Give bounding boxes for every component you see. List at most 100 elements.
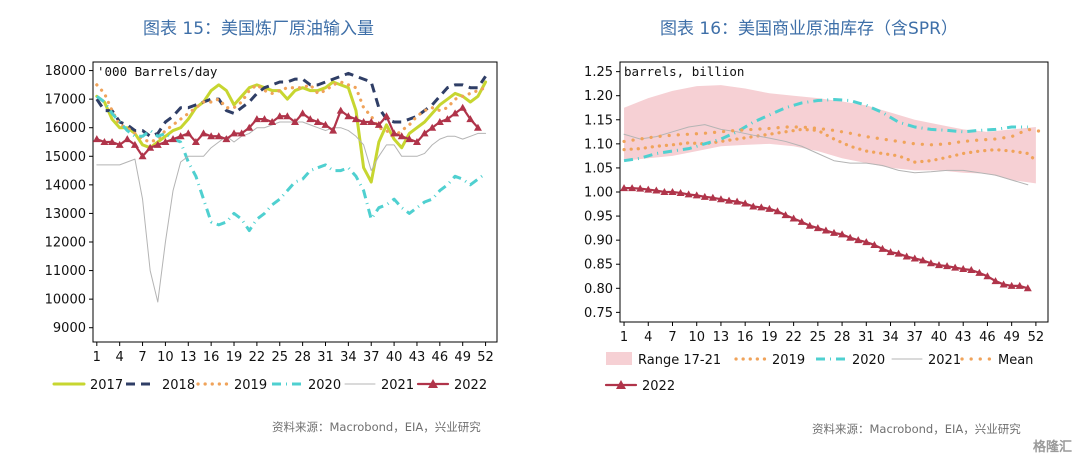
point-2022 [854,236,863,244]
y-tick-label: 0.95 [584,210,613,225]
point-2022 [321,120,330,128]
point-2022 [222,135,231,143]
point-2022 [813,224,822,232]
y-tick-label: 1.15 [584,113,613,128]
series-line-2020 [623,98,1028,163]
source-note-right: 资料来源：Macrobond，EIA，兴业研究 [812,422,1021,436]
x-tick-label: 4 [644,330,652,345]
point-2022 [115,140,124,148]
point-2022 [108,138,117,145]
point-2022 [894,249,903,257]
series-range-band [624,85,1036,184]
point-2022 [161,138,170,145]
point-2022 [902,252,911,260]
series-line-2017 [95,80,488,184]
point-2022 [199,129,208,137]
point-2022 [716,195,725,203]
point-2022 [191,138,200,145]
point-2022 [967,266,976,273]
point-2022 [176,132,185,140]
point-2022 [943,262,952,270]
legend-label: Mean [998,353,1033,368]
point-2022 [466,115,475,123]
x-tick-label: 19 [226,350,243,365]
point-2022 [405,135,414,143]
point-2022 [668,188,677,195]
point-2022 [306,115,315,123]
point-2022 [999,280,1008,288]
point-2022 [684,190,693,198]
series-line-2019 [622,127,1038,164]
legend-label: 2021 [928,353,961,368]
series-line-2019 [95,80,488,144]
legend-label: 2021 [381,378,414,393]
point-2022 [245,123,254,131]
point-2022 [652,186,661,194]
point-2022 [765,204,774,212]
point-2022 [983,272,992,280]
y-tick-label: 0.80 [584,282,613,297]
x-tick-label: 37 [906,330,923,345]
point-2022 [870,240,879,248]
x-tick-label: 46 [432,350,449,365]
point-2022 [1015,281,1024,289]
x-tick-label: 13 [713,330,730,345]
legend-label: 2017 [90,378,123,393]
legend-label: 2018 [162,378,195,393]
x-tick-label: 49 [1003,330,1020,345]
y-tick-label: 17000 [45,93,86,108]
y-tick-label: 10000 [45,293,86,308]
point-2022 [805,221,814,229]
point-2022 [184,129,193,137]
point-2022 [838,230,847,238]
y-tick-label: 0.75 [584,306,613,321]
point-2022 [268,118,277,125]
x-tick-label: 43 [409,350,426,365]
legend-label: 2020 [308,378,341,393]
point-2022 [934,261,943,269]
point-2022 [636,184,645,192]
y-tick-label: 0.85 [584,258,613,273]
legend-label: 2020 [852,353,885,368]
y-tick-label: 9000 [53,321,86,336]
point-2022 [628,184,637,192]
point-2022 [397,132,406,140]
x-tick-label: 22 [785,330,802,345]
y-tick-label: 1.20 [584,89,613,104]
x-tick-label: 34 [882,330,899,345]
point-2022 [644,185,653,193]
y-tick-label: 16000 [45,121,86,136]
crude-inventory-chart: 0.75 0.80 0.85 0.90 0.95 1.00 1.05 1.10 1.15 1.20… [584,61,1049,394]
legend-label: 2019 [772,353,805,368]
y-tick-label: 1.05 [584,161,613,176]
x-tick-label: 16 [203,350,220,365]
point-2022 [146,143,155,151]
point-2022 [153,140,162,148]
unit-label: barrels, billion [624,64,744,79]
point-2022 [237,129,246,137]
series-line-mean [622,125,1046,147]
point-2022 [878,244,887,252]
x-tick-label: 22 [249,350,266,365]
point-2022 [367,118,376,125]
point-2022 [138,152,147,160]
y-tick-label: 15000 [45,150,86,165]
point-2022 [123,135,132,143]
x-tick-label: 28 [834,330,851,345]
x-tick-label: 34 [340,350,357,365]
x-tick-label: 10 [688,330,705,345]
point-2022 [757,203,766,211]
x-tick-label: 28 [294,350,311,365]
point-2022 [230,129,239,137]
unit-label: '000 Barrels/day [97,64,218,79]
point-2022 [473,123,482,131]
point-2022 [260,115,269,123]
point-2022 [789,214,798,222]
refinery-input-chart: 9000 10000 11000 12000 13000 14000 15000 16000 1… [45,61,498,393]
point-2022 [708,193,717,201]
series-line-2020 [95,95,487,233]
point-2022 [620,184,629,192]
x-tick-label: 7 [668,330,676,345]
point-2022 [169,135,178,143]
y-tick-label: 11000 [45,264,86,279]
